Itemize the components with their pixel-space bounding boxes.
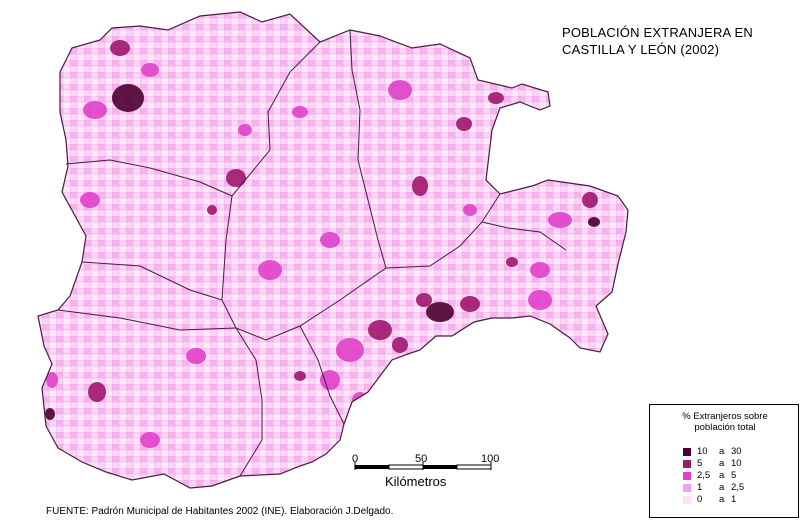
municipality-cluster [388, 80, 412, 100]
municipality-cluster [320, 370, 340, 390]
region-boundary [37, 11, 629, 489]
municipality-cluster [292, 106, 308, 118]
legend-swatch [683, 460, 691, 468]
legend-from: 10 [697, 446, 708, 457]
legend-to: 10 [731, 458, 742, 469]
municipality-cluster [488, 92, 504, 104]
municipality-cluster [548, 212, 572, 228]
municipality-cluster [528, 290, 552, 310]
legend-swatch [683, 472, 691, 480]
map-title-line2: CASTILLA Y LEÓN (2002) [562, 42, 720, 57]
municipality-cluster [88, 382, 106, 402]
legend-title-line2: población total [694, 422, 756, 433]
legend-from: 0 [697, 494, 703, 505]
municipality-cluster [463, 204, 477, 216]
municipality-cluster [140, 432, 160, 448]
legend-to: 1 [731, 494, 737, 505]
scale-bar [354, 462, 492, 470]
municipality-cluster [226, 169, 246, 187]
legend-from: 5 [697, 458, 703, 469]
province-boundaries [57, 29, 567, 477]
municipality-cluster [141, 63, 159, 77]
scale-label-50: 50 [415, 453, 428, 465]
legend: % Extranjeros sobre población total 10 a 3… [649, 404, 799, 518]
municipality-cluster [368, 320, 392, 340]
municipality-cluster [238, 124, 252, 136]
municipality-cluster [186, 348, 206, 364]
map-title-line1: POBLACIÓN EXTRANJERA EN [562, 25, 753, 40]
municipality-cluster [456, 117, 472, 131]
municipality-cluster [258, 260, 282, 280]
municipality-cluster [110, 40, 130, 56]
municipality-cluster [46, 372, 58, 388]
legend-swatch [683, 496, 691, 504]
legend-row: 5 a 10 [683, 459, 742, 469]
municipality-cluster [45, 408, 55, 420]
legend-row: 10 a 30 [683, 447, 742, 457]
legend-to: 30 [731, 446, 742, 457]
municipality-cluster [530, 262, 550, 278]
legend-sep: a [719, 494, 725, 505]
municipality-cluster [588, 217, 600, 227]
municipality-cluster [392, 337, 408, 353]
municipality-cluster [460, 296, 480, 312]
municipality-cluster [294, 371, 306, 381]
legend-sep: a [719, 470, 725, 481]
municipality-cluster [416, 293, 432, 307]
scale-label-100: 100 [481, 453, 500, 465]
municipality-cluster [320, 232, 340, 248]
municipality-cluster [207, 205, 217, 215]
legend-sep: a [719, 446, 725, 457]
source-note: FUENTE: Padrón Municipal de Habitantes 2… [46, 506, 394, 517]
legend-sep: a [719, 482, 725, 493]
scale-unit: Kilómetros [385, 474, 447, 489]
municipality-cluster [426, 302, 454, 322]
municipality-cluster [112, 84, 144, 112]
scale-label-0: 0 [352, 453, 359, 465]
legend-row: 2,5 a 5 [683, 471, 736, 481]
legend-from: 2,5 [697, 470, 711, 481]
legend-swatch [683, 448, 691, 456]
legend-swatch [683, 484, 691, 492]
legend-sep: a [719, 458, 725, 469]
legend-from: 1 [697, 482, 703, 493]
municipality-cluster [83, 101, 107, 119]
legend-title-line1: % Extranjeros sobre [682, 411, 768, 422]
municipality-cluster [80, 192, 100, 208]
legend-row: 1 a 2,5 [683, 483, 744, 493]
municipality-cluster [412, 176, 428, 196]
legend-to: 2,5 [731, 482, 745, 493]
legend-to: 5 [731, 470, 737, 481]
legend-title: % Extranjeros sobre población total [650, 411, 800, 433]
municipality-cluster [582, 192, 598, 208]
map-title: POBLACIÓN EXTRANJERA EN CASTILLA Y LEÓN … [562, 24, 753, 58]
municipality-cluster [506, 257, 518, 267]
municipality-cluster [336, 338, 364, 362]
